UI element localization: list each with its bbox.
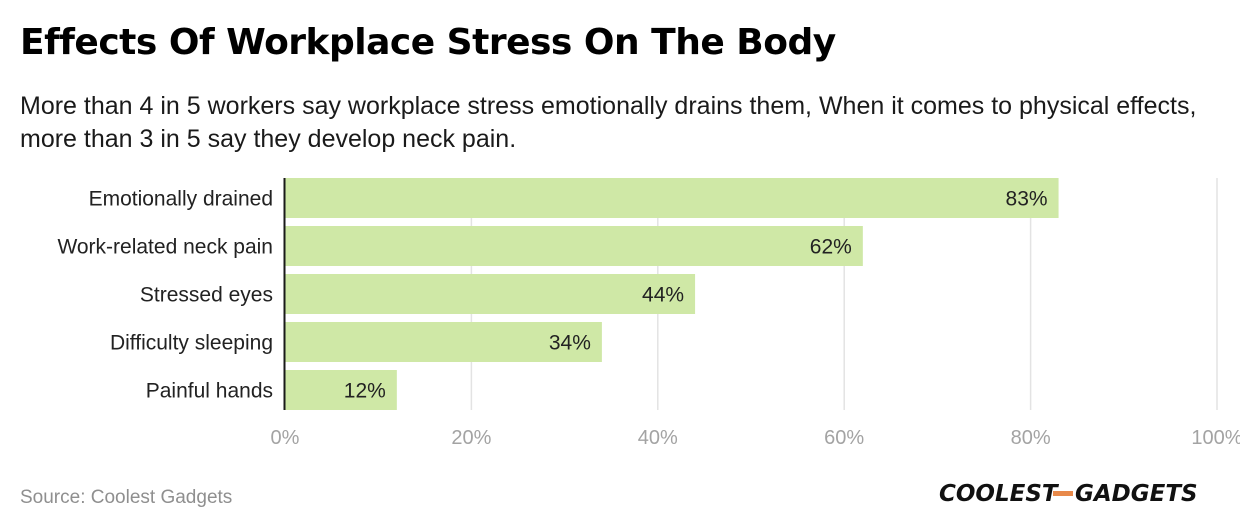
data-label: 62% <box>810 236 852 259</box>
category-label: Work-related neck pain <box>57 236 273 259</box>
brand-logo[interactable]: COOLEST GADGETS <box>937 476 1199 510</box>
bar <box>285 370 397 410</box>
x-tick-label: 100% <box>1191 427 1240 449</box>
logo-dash <box>1053 491 1073 496</box>
x-tick-label: 20% <box>451 427 491 449</box>
category-label: Emotionally drained <box>89 188 273 211</box>
logo-word-right: GADGETS <box>1075 481 1198 507</box>
chart-subtitle: More than 4 in 5 workers say workplace s… <box>20 92 1197 153</box>
x-tick-label: 0% <box>271 427 300 449</box>
bar <box>285 322 602 362</box>
category-label: Difficulty sleeping <box>110 332 273 355</box>
data-label: 83% <box>1006 188 1048 211</box>
logo-word-left: COOLEST <box>939 481 1060 507</box>
data-label: 34% <box>549 332 591 355</box>
data-label: 44% <box>642 284 684 307</box>
x-tick-label: 80% <box>1011 427 1051 449</box>
category-label: Painful hands <box>146 380 273 403</box>
bar <box>285 274 696 314</box>
x-tick-label: 40% <box>638 427 678 449</box>
source-note: Source: Coolest Gadgets <box>20 487 233 508</box>
x-tick-label: 60% <box>824 427 864 449</box>
data-label: 12% <box>344 380 386 403</box>
chart-title: Effects Of Workplace Stress On The Body <box>20 22 836 63</box>
category-label: Stressed eyes <box>140 284 273 307</box>
bar <box>285 226 863 266</box>
bar <box>285 178 1059 218</box>
